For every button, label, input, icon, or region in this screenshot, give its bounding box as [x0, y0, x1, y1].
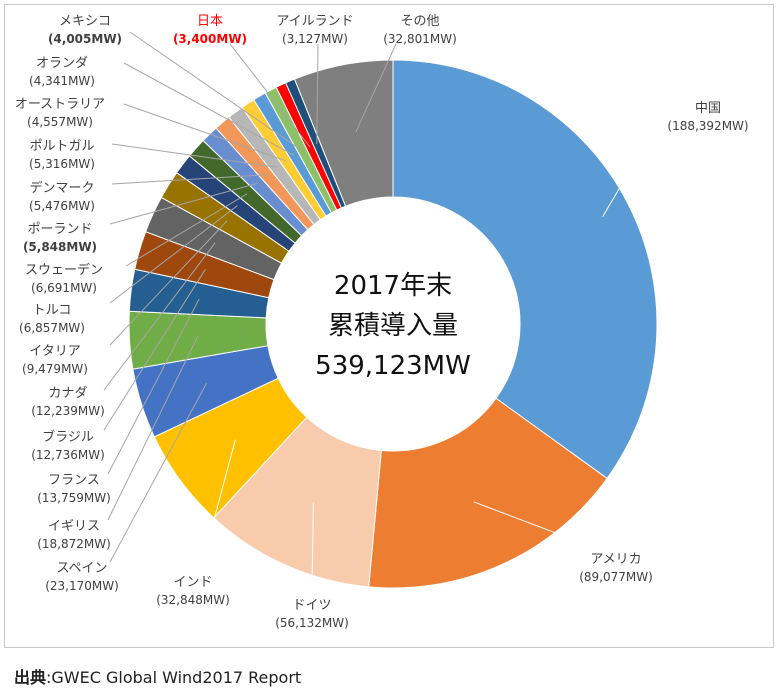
- slice-label-16: オーストラリア: [15, 97, 105, 112]
- leader-lines: [103, 31, 656, 591]
- leader-line-1: [602, 127, 656, 217]
- slice-21: [293, 59, 394, 207]
- slice-value-1: (188,392MW): [667, 119, 748, 133]
- slice-label-2: アメリカ: [590, 552, 641, 567]
- slice-value-10: (9,479MW): [22, 362, 88, 376]
- slice-value-5: (23,170MW): [45, 579, 119, 593]
- slice-label-8: ブラジル: [42, 429, 94, 445]
- slice-label-10: イタリア: [29, 344, 80, 359]
- leader-line-8: [103, 269, 206, 431]
- slice-value-13: (5,848MW): [23, 240, 97, 254]
- leader-line-2: [473, 501, 591, 547]
- slice-1: [392, 59, 658, 480]
- slice-value-14: (5,476MW): [29, 199, 95, 213]
- leader-line-14: [111, 174, 267, 185]
- slice-label-4: インド: [173, 575, 212, 590]
- leader-line-11: [109, 205, 238, 304]
- center-line-3: 539,123MW: [315, 351, 471, 381]
- slice-value-6: (18,872MW): [37, 537, 111, 551]
- slice-value-4: (32,848MW): [156, 593, 230, 607]
- slice-value-16: (4,557MW): [27, 115, 93, 129]
- slice-value-8: (12,736MW): [31, 448, 105, 462]
- leader-line-16: [123, 103, 286, 162]
- donut-hole: [267, 198, 519, 450]
- slice-value-9: (12,239MW): [31, 404, 105, 418]
- center-line-2: 累積導入量: [328, 311, 458, 341]
- source-text: :GWEC Global Wind2017 Report: [46, 668, 302, 687]
- leader-line-21: [355, 43, 397, 133]
- slice-label-14: デンマーク: [29, 180, 94, 196]
- slice-value-3: (56,132MW): [275, 616, 349, 630]
- leader-line-18: [129, 31, 303, 152]
- slice-value-2: (89,077MW): [579, 570, 653, 584]
- slice-label-21: その他: [400, 14, 439, 29]
- leader-line-7: [107, 298, 200, 475]
- slice-labels: 中国 (188,392MW) アメリカ (89,077MW) ドイツ (56,132MW)…: [15, 14, 749, 630]
- donut-chart: 中国 (188,392MW) アメリカ (89,077MW) ドイツ (56,132MW)…: [15, 14, 749, 630]
- slice-value-17: (4,341MW): [29, 74, 95, 88]
- slice-label-11: トルコ: [33, 303, 72, 318]
- slice-label-6: イギリス: [48, 519, 100, 534]
- source-note: 出典:GWEC Global Wind2017 Report: [14, 664, 301, 688]
- slice-label-13: ポーランド: [27, 222, 92, 237]
- slices: [128, 59, 658, 589]
- slice-value-19: (3,400MW): [173, 32, 247, 46]
- slice-label-3: ドイツ: [292, 598, 331, 613]
- leader-line-15: [111, 143, 277, 168]
- slice-2: [368, 397, 608, 589]
- slice-value-11: (6,857MW): [19, 321, 85, 335]
- slice-value-18: (4,005MW): [48, 32, 122, 46]
- slice-label-18: メキシコ: [59, 14, 111, 29]
- slice-label-15: ポルトガル: [29, 139, 94, 154]
- slice-label-19: 日本: [197, 14, 223, 29]
- center-line-1: 2017年末: [334, 271, 452, 301]
- leader-line-9: [103, 242, 216, 391]
- slice-label-7: フランス: [48, 473, 100, 488]
- leader-line-17: [123, 62, 295, 156]
- leader-line-12: [125, 193, 248, 267]
- source-label: 出典: [14, 668, 47, 687]
- slice-label-20: アイルランド: [276, 14, 353, 29]
- leader-line-4: [199, 439, 236, 573]
- slice-value-7: (13,759MW): [37, 491, 111, 505]
- slice-value-20: (3,127MW): [282, 32, 348, 46]
- slice-value-12: (6,691MW): [31, 281, 97, 295]
- slice-label-5: スペイン: [56, 561, 107, 576]
- leader-line-6: [107, 335, 199, 521]
- leader-line-13: [109, 182, 258, 225]
- leader-line-10: [109, 220, 228, 346]
- slice-label-17: オランダ: [36, 56, 88, 71]
- slice-label-9: カナダ: [48, 386, 87, 401]
- leader-line-5: [109, 382, 208, 563]
- chart-frame: [4, 4, 774, 648]
- leader-line-19: [229, 43, 311, 148]
- slice-value-15: (5,316MW): [29, 157, 95, 171]
- leader-line-20: [316, 43, 319, 144]
- slice-label-12: スウェーデン: [25, 262, 103, 278]
- slice-value-21: (32,801MW): [383, 32, 457, 46]
- slice-label-1: 中国: [695, 101, 721, 116]
- leader-line-3: [311, 502, 314, 591]
